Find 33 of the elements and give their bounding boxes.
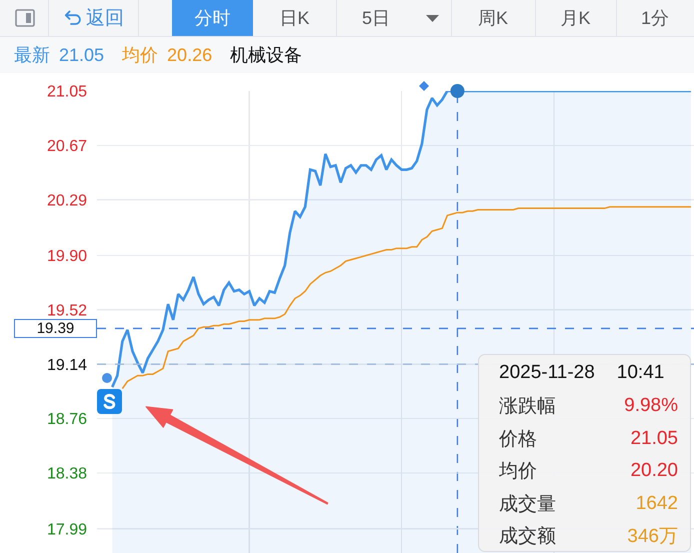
annotation: 成交额 [499, 525, 556, 549]
text: 机械设备 [230, 44, 302, 67]
annotation: 均价 [499, 460, 537, 484]
text: 最新 [14, 44, 50, 67]
annotation: 涨跌幅 [499, 395, 556, 419]
y-tick-label: 18.38 [46, 466, 88, 482]
annotation: 346万 [627, 525, 678, 549]
text: 周K [478, 7, 508, 30]
annotation: 成交量 [499, 492, 556, 516]
text: 20.26 [167, 44, 212, 66]
text: 均价 [122, 44, 158, 67]
y-tick-label: 20.29 [46, 192, 88, 210]
y-tick-label: 20.67 [46, 138, 88, 155]
ref-line-label: 19.39 [36, 320, 74, 337]
y-tick-label: 18.76 [46, 411, 88, 428]
annotation: 价格 [499, 428, 537, 452]
y-tick-label: 19.14 [46, 356, 88, 374]
annotation: 9.98% [624, 395, 678, 417]
text: 分时 [194, 7, 230, 30]
annotation: 2025-11-28 [499, 362, 595, 384]
text: 月K [560, 7, 590, 30]
annotation: 20.20 [630, 460, 678, 482]
y-tick-label: 21.05 [46, 84, 88, 101]
text: 5日 [362, 7, 390, 30]
annotation: 21.05 [630, 428, 678, 450]
y-tick-label: 19.52 [46, 302, 88, 320]
text: 返回 [86, 7, 124, 31]
y-tick-label: 17.99 [46, 521, 88, 538]
text: 1分 [640, 7, 669, 30]
annotation: 10:41 [616, 362, 664, 384]
text: 日K [279, 7, 310, 30]
y-tick-label: 19.90 [46, 248, 88, 266]
annotation: 1642 [636, 492, 678, 514]
